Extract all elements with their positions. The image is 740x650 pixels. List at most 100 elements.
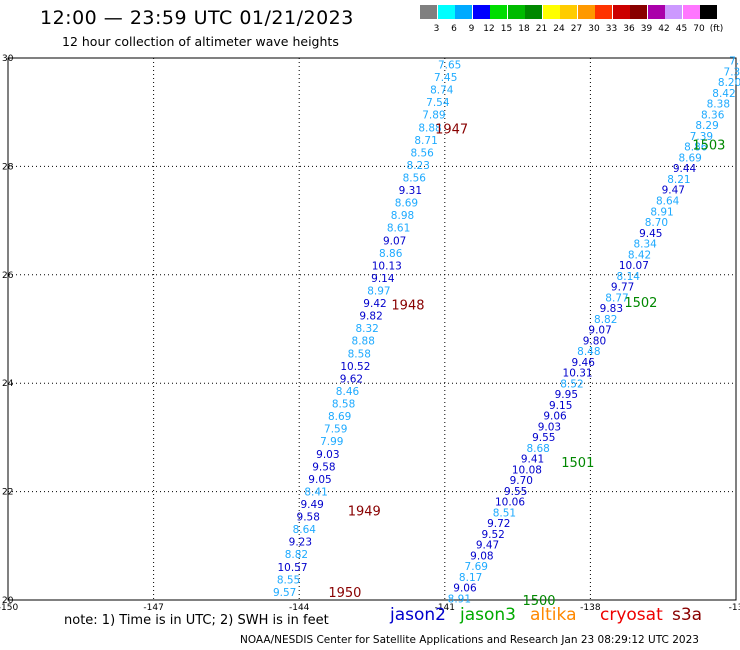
wave-height-label: 9.15 [549, 400, 572, 412]
wave-height-label: 8.68 [526, 443, 549, 455]
wave-height-label: 9.47 [662, 185, 685, 197]
x-tick-label: -150 [0, 603, 18, 613]
wave-height-label: 7.66 [729, 56, 740, 68]
wave-height-label: 8.41 [304, 486, 327, 498]
wave-height-label: 9.77 [611, 282, 634, 294]
wave-height-label: 8.86 [684, 142, 708, 154]
legend-swatch [560, 5, 577, 19]
y-tick-label: 22 [2, 488, 13, 498]
pass-time-label: 1500 [522, 594, 555, 609]
y-tick-label: 28 [2, 162, 14, 172]
wave-height-label: 8.86 [379, 248, 403, 260]
wave-height-label: 8.21 [667, 174, 690, 186]
y-tick-label: 20 [2, 596, 14, 606]
wave-height-label: 9.49 [300, 499, 323, 511]
legend-label: 21 [535, 24, 548, 34]
satellite-jason2-label: jason2 [390, 605, 446, 625]
wave-height-label: 8.74 [430, 85, 454, 97]
wave-height-label: 8.34 [633, 239, 657, 251]
legend-swatch [437, 5, 455, 19]
wave-height-label: 8.14 [617, 271, 641, 283]
pass-time-label: 1948 [391, 299, 424, 314]
wave-height-label: 8.56 [410, 147, 434, 159]
wave-height-label: 9.06 [543, 411, 567, 423]
wave-height-label: 8.88 [352, 336, 375, 348]
page-title: 12:00 — 23:59 UTC 01/21/2023 [40, 7, 354, 29]
wave-height-label: 9.05 [308, 474, 331, 486]
wave-height-label: 9.95 [555, 389, 578, 401]
wave-height-label: 9.31 [399, 185, 422, 197]
y-tick-label: 24 [2, 379, 14, 389]
legend-label: 36 [623, 24, 635, 34]
wave-height-label: 9.83 [600, 303, 623, 315]
wave-height-label: 10.07 [619, 260, 649, 272]
x-tick-label: -13 [729, 603, 740, 613]
x-tick-label: -138 [580, 603, 601, 613]
wave-height-label: 10.08 [512, 464, 542, 476]
legend-label: 24 [553, 24, 565, 34]
wave-height-label: 7.99 [320, 436, 343, 448]
wave-height-label: 10.06 [495, 497, 525, 509]
legend-label: 3 [433, 24, 440, 34]
legend-label: 12 [483, 24, 495, 34]
satellite-cryosat-label: cryosat [600, 605, 663, 625]
wave-height-label: 9.42 [363, 298, 386, 310]
legend-label: 18 [518, 24, 530, 34]
wave-height-label: 8.71 [414, 135, 437, 147]
legend-swatch [665, 5, 682, 19]
wave-height-label: 7.35 [724, 66, 740, 78]
wave-height-label: 9.03 [316, 449, 339, 461]
wave-height-label: 9.58 [312, 461, 335, 473]
wave-height-label: 7.65 [438, 60, 461, 72]
legend-swatch [542, 5, 560, 19]
wave-height-label: 9.55 [504, 486, 527, 498]
wave-height-label: 8.98 [391, 210, 414, 222]
legend-swatch [682, 5, 700, 19]
wave-height-label: 8.64 [656, 196, 680, 208]
wave-height-label: 8.69 [395, 198, 418, 210]
legend-label: 42 [658, 24, 670, 34]
pass-time-label: 1949 [348, 505, 381, 520]
wave-height-label: 8.91 [448, 593, 471, 605]
wave-height-label: 8.17 [459, 572, 482, 584]
page-subtitle: 12 hour collection of altimeter wave hei… [62, 34, 339, 49]
wave-height-label: 8.64 [293, 524, 317, 536]
wave-height-label: 7.59 [324, 424, 347, 436]
wave-height-label: 10.31 [563, 368, 593, 380]
wave-height-label: 8.56 [403, 173, 427, 185]
legend-swatch [700, 5, 717, 19]
legend-label: 33 [605, 24, 618, 34]
wave-height-label: 8.32 [355, 323, 378, 335]
wave-height-label: 9.62 [340, 373, 363, 385]
wave-height-label: 9.14 [371, 273, 395, 285]
wave-height-label: 8.82 [594, 314, 617, 326]
wave-height-label: 7.39 [690, 131, 713, 143]
legend-swatch [630, 5, 647, 19]
wave-height-label: 10.57 [277, 562, 307, 574]
legend-unit-label: (ft) [709, 24, 724, 34]
wave-height-label: 8.29 [695, 120, 718, 132]
wave-height-label: 8.23 [407, 160, 430, 172]
legend-swatch [490, 5, 507, 19]
legend-label: 39 [640, 24, 653, 34]
wave-height-label: 8.20 [718, 77, 740, 89]
legend-label: 15 [500, 24, 513, 34]
pass-time-label: 1503 [692, 139, 725, 154]
legend-label: 6 [451, 24, 457, 34]
legend-label: 70 [693, 24, 705, 34]
wave-height-label: 8.51 [493, 507, 516, 519]
pass-time-label: 1947 [435, 122, 468, 137]
plot-frame [7, 57, 737, 601]
wave-height-label: 8.82 [285, 549, 308, 561]
wave-height-label: 9.82 [359, 311, 382, 323]
legend-swatch [577, 5, 595, 19]
legend-label: 27 [570, 24, 583, 34]
wave-height-label: 8.55 [277, 574, 300, 586]
wave-height-label: 8.70 [645, 217, 668, 229]
wave-height-label: 9.41 [521, 454, 544, 466]
wave-height-label: 9.80 [583, 335, 606, 347]
satellite-jason3-label: jason3 [460, 605, 516, 625]
legend-swatch [455, 5, 472, 19]
wave-height-label: 8.58 [332, 399, 355, 411]
